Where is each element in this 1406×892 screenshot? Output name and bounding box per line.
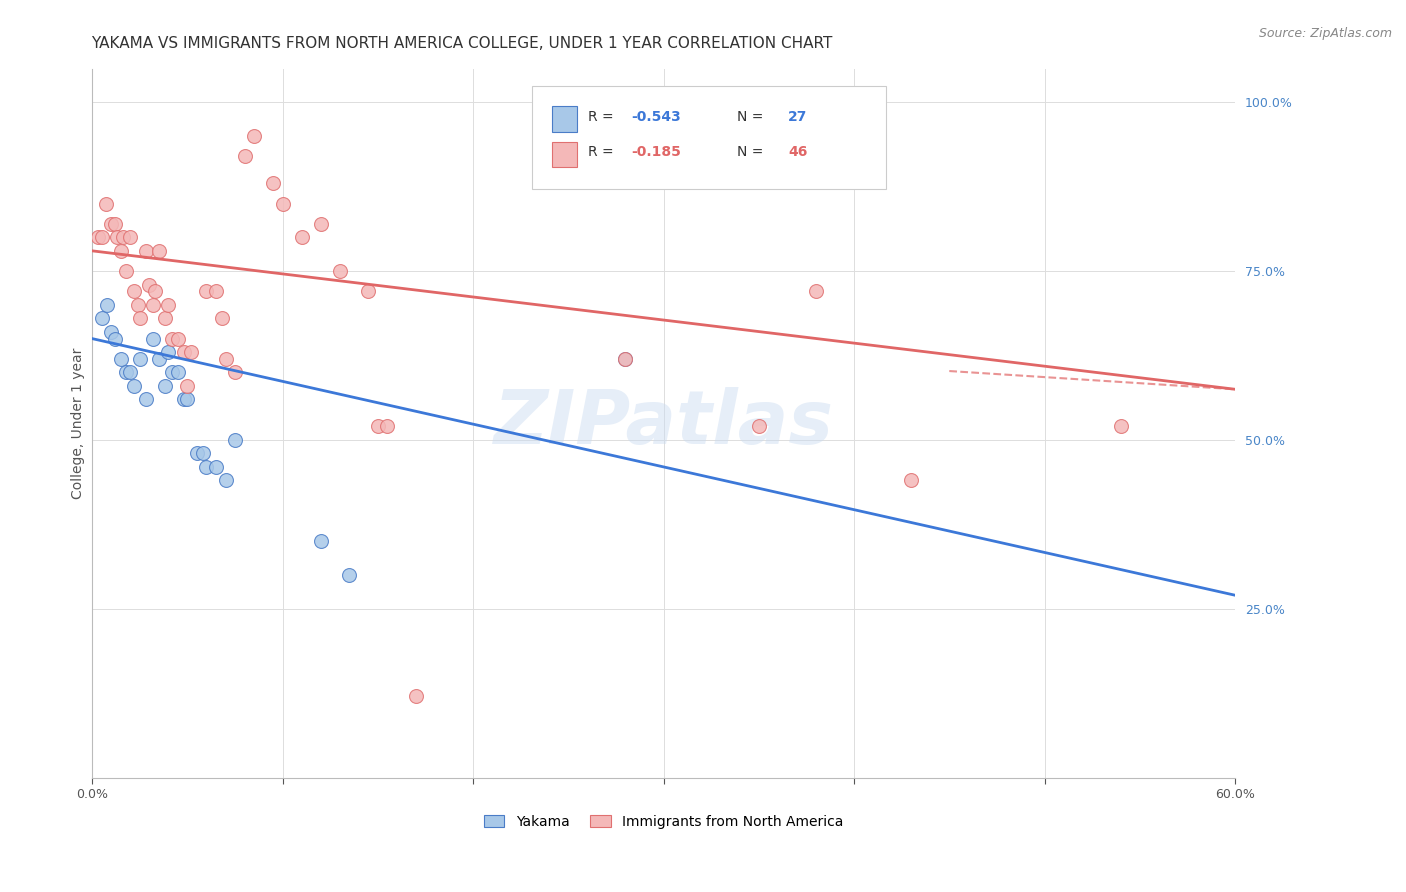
Point bbox=[90, 311, 112, 326]
Point bbox=[153, 379, 176, 393]
Point bbox=[357, 285, 380, 299]
Point bbox=[100, 325, 122, 339]
Point bbox=[127, 298, 149, 312]
Point bbox=[87, 230, 110, 244]
Point bbox=[143, 285, 166, 299]
Point bbox=[211, 311, 233, 326]
Text: -0.543: -0.543 bbox=[631, 110, 682, 124]
FancyBboxPatch shape bbox=[531, 87, 886, 189]
Point bbox=[614, 351, 637, 366]
Point bbox=[167, 365, 190, 379]
Point bbox=[138, 277, 160, 292]
Text: YAKAMA VS IMMIGRANTS FROM NORTH AMERICA COLLEGE, UNDER 1 YEAR CORRELATION CHART: YAKAMA VS IMMIGRANTS FROM NORTH AMERICA … bbox=[91, 36, 832, 51]
Point bbox=[153, 311, 176, 326]
Text: Source: ZipAtlas.com: Source: ZipAtlas.com bbox=[1258, 27, 1392, 40]
Point bbox=[110, 244, 132, 258]
Point bbox=[120, 365, 142, 379]
Text: 46: 46 bbox=[789, 145, 807, 159]
Point bbox=[214, 474, 236, 488]
Point bbox=[173, 392, 195, 407]
Point bbox=[748, 419, 770, 434]
Point bbox=[157, 298, 180, 312]
Point bbox=[148, 244, 170, 258]
Point bbox=[167, 332, 190, 346]
Point bbox=[224, 433, 246, 447]
Point bbox=[271, 196, 294, 211]
Point bbox=[104, 332, 127, 346]
Point bbox=[122, 379, 145, 393]
Point bbox=[900, 474, 922, 488]
Legend: Yakama, Immigrants from North America: Yakama, Immigrants from North America bbox=[478, 809, 849, 834]
Point bbox=[90, 230, 112, 244]
Text: 27: 27 bbox=[789, 110, 807, 124]
Point bbox=[309, 217, 332, 231]
Point bbox=[214, 351, 236, 366]
Point bbox=[115, 264, 138, 278]
Text: ZIPatlas: ZIPatlas bbox=[494, 386, 834, 459]
Text: R =: R = bbox=[588, 110, 619, 124]
Point bbox=[195, 459, 218, 474]
Point bbox=[243, 129, 266, 144]
FancyBboxPatch shape bbox=[551, 142, 576, 167]
Text: -0.185: -0.185 bbox=[631, 145, 682, 159]
Point bbox=[160, 332, 183, 346]
Point bbox=[157, 345, 180, 359]
Point bbox=[134, 244, 156, 258]
Point bbox=[148, 351, 170, 366]
Point bbox=[142, 298, 165, 312]
Point bbox=[262, 177, 284, 191]
Point bbox=[186, 446, 208, 460]
Point bbox=[614, 351, 637, 366]
Point bbox=[134, 392, 156, 407]
Y-axis label: College, Under 1 year: College, Under 1 year bbox=[72, 347, 86, 499]
Point bbox=[96, 298, 118, 312]
Point bbox=[94, 196, 117, 211]
Point bbox=[104, 217, 127, 231]
Point bbox=[110, 351, 132, 366]
Point bbox=[337, 568, 360, 582]
Point bbox=[291, 230, 314, 244]
Point bbox=[205, 285, 228, 299]
Point bbox=[115, 365, 138, 379]
Point bbox=[176, 379, 198, 393]
Point bbox=[173, 345, 195, 359]
Point bbox=[233, 149, 256, 163]
Point bbox=[224, 365, 246, 379]
Point bbox=[309, 534, 332, 549]
Point bbox=[377, 419, 399, 434]
Text: N =: N = bbox=[737, 110, 768, 124]
Point bbox=[120, 230, 142, 244]
Point bbox=[191, 446, 214, 460]
Point bbox=[111, 230, 134, 244]
Text: R =: R = bbox=[588, 145, 619, 159]
Point bbox=[128, 311, 150, 326]
Point bbox=[329, 264, 352, 278]
Point bbox=[122, 285, 145, 299]
Point bbox=[1109, 419, 1132, 434]
Point bbox=[176, 392, 198, 407]
Point bbox=[100, 217, 122, 231]
Point bbox=[105, 230, 128, 244]
Point bbox=[367, 419, 389, 434]
Point bbox=[142, 332, 165, 346]
Point bbox=[804, 285, 827, 299]
FancyBboxPatch shape bbox=[551, 106, 576, 132]
Text: N =: N = bbox=[737, 145, 768, 159]
Point bbox=[128, 351, 150, 366]
Point bbox=[180, 345, 202, 359]
Point bbox=[195, 285, 218, 299]
Point bbox=[160, 365, 183, 379]
Point bbox=[205, 459, 228, 474]
Point bbox=[405, 690, 427, 704]
